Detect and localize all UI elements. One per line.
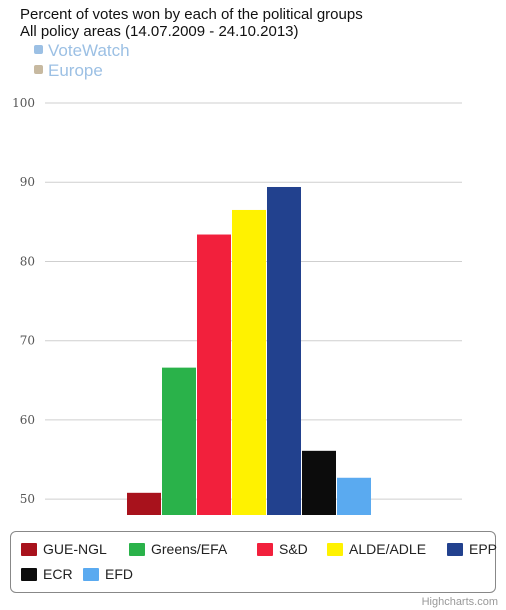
chart-title: Percent of votes won by each of the poli…: [20, 6, 363, 23]
y-tick-label: 80: [20, 254, 35, 268]
legend-swatch: [327, 542, 343, 556]
legend-label: EFD: [105, 566, 133, 582]
legend-label: S&D: [279, 541, 308, 557]
bar-epp[interactable]: [267, 186, 301, 515]
chart-subtitle: All policy areas (14.07.2009 - 24.10.201…: [20, 23, 299, 40]
credits-link[interactable]: Highcharts.com: [421, 596, 498, 608]
legend-label: Greens/EFA: [151, 541, 228, 557]
bar-greens-efa[interactable]: [162, 367, 196, 515]
legend-item-s-d[interactable]: S&D: [257, 540, 308, 558]
legend-swatch: [83, 567, 99, 581]
y-tick-label: 50: [20, 492, 35, 506]
legend-item-gue-ngl[interactable]: GUE-NGL: [21, 540, 107, 558]
legend-swatch: [21, 542, 37, 556]
legend-item-ecr[interactable]: ECR: [21, 565, 73, 583]
bar-ecr[interactable]: [302, 450, 336, 515]
legend-label: ALDE/ADLE: [349, 541, 427, 557]
legend-swatch: [21, 567, 37, 581]
legend-label: ECR: [43, 566, 73, 582]
y-axis-ticks: 50 60 70 80 90 100: [12, 96, 35, 506]
bar-alde-adle[interactable]: [232, 209, 266, 515]
legend-swatch: [129, 542, 145, 556]
legend-item-alde-adle[interactable]: ALDE/ADLE: [327, 540, 426, 558]
legend-item-greens-efa[interactable]: Greens/EFA: [129, 540, 227, 558]
bar-gue-ngl[interactable]: [127, 492, 161, 515]
legend-item-epp[interactable]: EPP: [447, 540, 497, 558]
y-tick-label: 70: [20, 334, 35, 348]
legend-swatch: [257, 542, 273, 556]
logo-line-2: Europe: [48, 61, 103, 80]
europe-logo-icon: [34, 65, 43, 74]
bar-efd[interactable]: [337, 477, 371, 515]
y-tick-label: 100: [12, 96, 35, 110]
y-tick-label: 90: [20, 175, 35, 189]
legend-item-efd[interactable]: EFD: [83, 565, 133, 583]
y-tick-label: 60: [20, 413, 35, 427]
votewatch-logo: VoteWatch Europe: [34, 41, 164, 81]
bar-s-d[interactable]: [197, 234, 231, 515]
legend-label: EPP: [469, 541, 498, 557]
logo-line-1: VoteWatch: [48, 41, 130, 60]
bar-chart: 50 60 70 80 90 100: [12, 96, 462, 515]
legend-swatch: [447, 542, 463, 556]
legend: GUE-NGL Greens/EFA S&D ALDE/ADLE EPP ECR EFD: [10, 531, 497, 593]
bars: [127, 186, 371, 515]
legend-label: GUE-NGL: [43, 541, 107, 557]
votewatch-logo-icon: [34, 45, 43, 54]
